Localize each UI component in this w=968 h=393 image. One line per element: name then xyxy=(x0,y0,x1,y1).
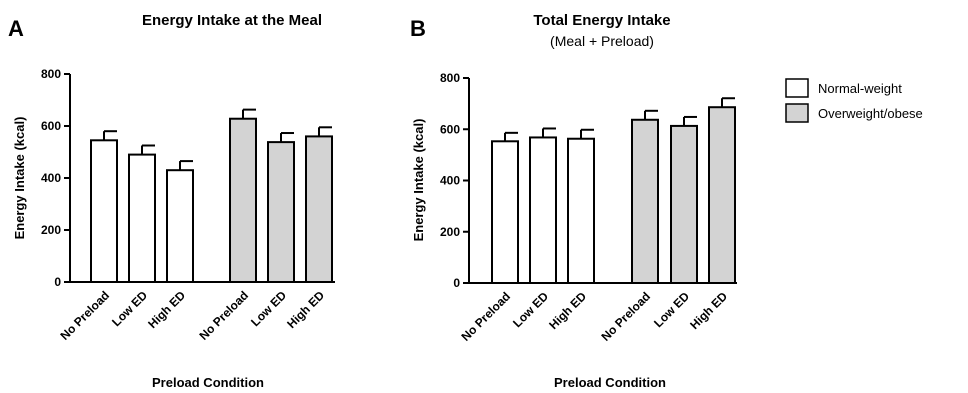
panel-a-category-label: No Preload xyxy=(196,288,251,343)
panel-a-category-label: No Preload xyxy=(57,288,112,343)
panel-a: A Energy Intake at the Meal Energy Intak… xyxy=(8,12,335,390)
panel-b-y-tick-label: 0 xyxy=(453,276,460,290)
panel-a-bar xyxy=(167,170,193,282)
legend-label-normal-weight: Normal-weight xyxy=(818,81,902,96)
panel-b-y-tick-label: 400 xyxy=(440,174,460,188)
panel-a-y-tick-label: 400 xyxy=(41,171,61,185)
panel-b-y-tick-label: 800 xyxy=(440,71,460,85)
panel-b-bar xyxy=(671,126,697,283)
panel-a-bar xyxy=(268,142,294,282)
panel-a-category-label: High ED xyxy=(145,288,188,331)
legend: Normal-weight Overweight/obese xyxy=(786,79,923,122)
panel-a-bar xyxy=(129,155,155,282)
legend-swatch-normal-weight xyxy=(786,79,808,97)
panel-b-bar xyxy=(709,107,735,283)
panel-a-bar xyxy=(230,119,256,282)
panel-b: B Total Energy Intake (Meal + Preload) E… xyxy=(410,12,737,390)
panel-b-category-label: Low ED xyxy=(651,289,692,330)
panel-b-bar xyxy=(632,120,658,283)
panel-b-y-tick-label: 600 xyxy=(440,122,460,136)
panel-b-category-label: Low ED xyxy=(510,289,551,330)
panel-b-letter: B xyxy=(410,16,426,41)
panel-a-y-tick-label: 200 xyxy=(41,223,61,237)
panel-a-letter: A xyxy=(8,16,24,41)
panel-b-bar xyxy=(568,139,594,283)
panel-b-x-axis-label: Preload Condition xyxy=(554,375,666,390)
legend-label-overweight-obese: Overweight/obese xyxy=(818,106,923,121)
panel-a-category-label: High ED xyxy=(284,288,327,331)
panel-a-category-label: Low ED xyxy=(248,288,289,329)
panel-b-bar xyxy=(492,141,518,283)
panel-b-category-label: High ED xyxy=(687,289,730,332)
panel-b-title: Total Energy Intake xyxy=(533,12,670,29)
panel-a-y-tick-label: 0 xyxy=(54,275,61,289)
panel-b-subtitle: (Meal + Preload) xyxy=(550,33,654,49)
panel-a-y-tick-label: 800 xyxy=(41,67,61,81)
panel-a-bar xyxy=(91,140,117,282)
panel-a-x-axis-label: Preload Condition xyxy=(152,375,264,390)
panel-b-category-label: No Preload xyxy=(598,289,653,344)
panel-a-y-tick-label: 600 xyxy=(41,119,61,133)
panel-b-category-label: No Preload xyxy=(458,289,513,344)
legend-swatch-overweight-obese xyxy=(786,104,808,122)
panel-a-y-axis-label: Energy Intake (kcal) xyxy=(12,117,27,240)
panel-a-category-label: Low ED xyxy=(109,288,150,329)
panel-b-bar xyxy=(530,137,556,283)
panel-a-title: Energy Intake at the Meal xyxy=(142,12,322,29)
panel-b-y-tick-label: 200 xyxy=(440,225,460,239)
panel-b-category-label: High ED xyxy=(546,289,589,332)
panel-b-y-axis-label: Energy Intake (kcal) xyxy=(411,119,426,242)
panel-a-bar xyxy=(306,136,332,282)
